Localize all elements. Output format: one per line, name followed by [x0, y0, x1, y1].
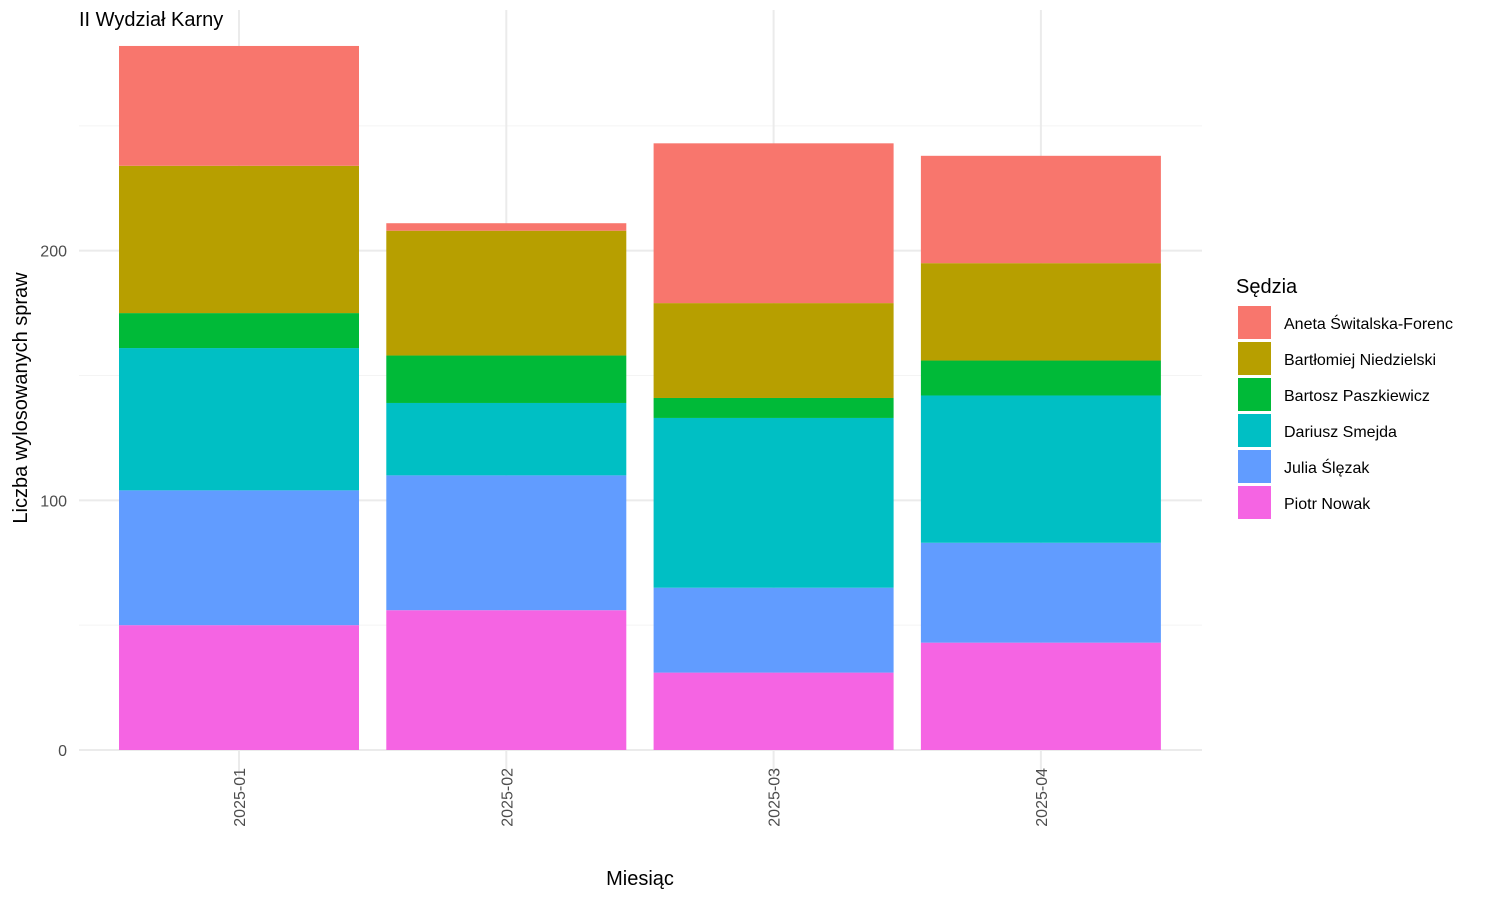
bar-segment — [119, 45, 359, 166]
legend-title: Sędzia — [1236, 276, 1298, 298]
bar-segment — [119, 165, 359, 314]
legend-swatch — [1238, 414, 1271, 447]
bar-segment — [386, 610, 627, 750]
bar-segment — [119, 348, 359, 491]
x-tick-label: 2025-02 — [499, 768, 516, 827]
legend-label: Aneta Świtalska-Forenc — [1284, 314, 1453, 333]
bars — [119, 45, 1161, 750]
bar-segment — [386, 230, 627, 356]
legend: Sędzia Aneta Świtalska-Forenc Bartłomiej … — [1236, 276, 1453, 519]
legend-label: Julia Ślęzak — [1284, 458, 1370, 477]
bar-segment — [386, 223, 627, 231]
legend-swatch — [1238, 486, 1271, 519]
bar-segment — [119, 313, 359, 349]
chart-title: II Wydział Karny — [79, 9, 223, 31]
bar-segment — [386, 475, 627, 611]
legend-swatch — [1238, 306, 1271, 339]
bar-segment — [920, 360, 1161, 396]
legend-label: Bartosz Paszkiewicz — [1284, 388, 1430, 405]
y-tick-label: 200 — [40, 244, 67, 261]
bar-segment — [653, 143, 894, 304]
legend-label: Piotr Nowak — [1284, 496, 1371, 513]
bar-segment — [386, 355, 627, 403]
bar-segment — [920, 642, 1161, 750]
legend-swatch — [1238, 450, 1271, 483]
bar-segment — [653, 303, 894, 398]
y-axis-title: Liczba wylosowanych spraw — [10, 272, 32, 524]
bar-segment — [386, 402, 627, 476]
bar-segment — [920, 155, 1161, 264]
legend-swatch — [1238, 342, 1271, 375]
y-tick-label: 0 — [58, 743, 67, 760]
x-tick-label: 2025-01 — [232, 768, 249, 827]
bar-segment — [119, 490, 359, 626]
bar-segment — [653, 397, 894, 418]
legend-label: Bartłomiej Niedzielski — [1284, 352, 1436, 369]
bar-segment — [920, 263, 1161, 361]
legend-label: Dariusz Smejda — [1284, 424, 1397, 441]
x-tick-label: 2025-04 — [1034, 768, 1051, 827]
bar-segment — [653, 587, 894, 673]
legend-swatch — [1238, 378, 1271, 411]
bar-segment — [920, 542, 1161, 643]
x-axis-tick-labels: 2025-01 2025-02 2025-03 2025-04 — [232, 768, 1051, 827]
bar-segment — [653, 672, 894, 750]
bar-segment — [653, 417, 894, 588]
x-axis-title: Miesiąc — [606, 868, 674, 890]
x-tick-label: 2025-03 — [767, 768, 784, 827]
bar-segment — [920, 395, 1161, 543]
y-tick-label: 100 — [40, 493, 67, 510]
y-axis-tick-labels: 0 100 200 — [40, 244, 67, 760]
bar-segment — [119, 625, 359, 750]
